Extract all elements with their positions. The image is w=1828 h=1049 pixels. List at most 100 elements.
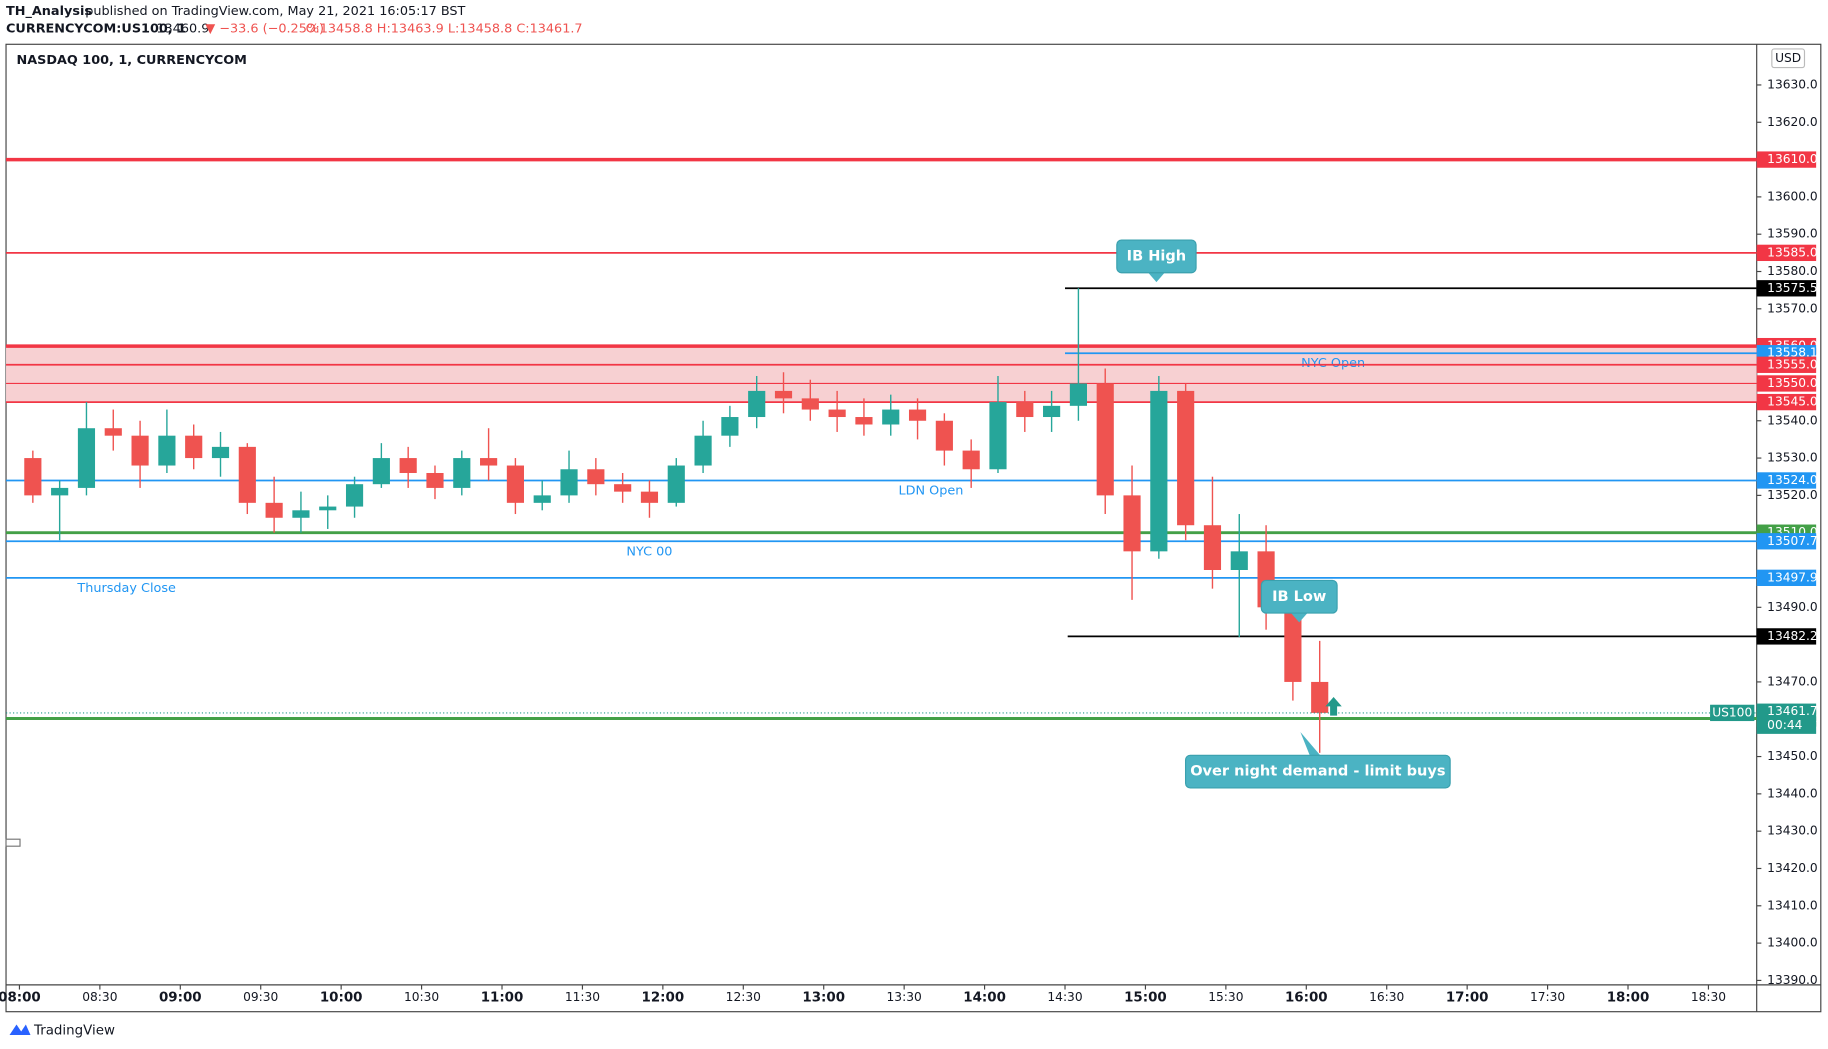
candle-body (614, 484, 632, 492)
candle-body (372, 458, 390, 485)
x-tick-label: 08:00 (0, 991, 41, 1006)
price-tag-label: 13550.0 (1767, 376, 1818, 390)
x-tick-label: 11:00 (481, 991, 524, 1006)
change: ▼ −33.6 (−0.25%) (205, 22, 324, 37)
plot: 13630.0 13620.0 13600.0 13590.0 13580.0 13570… (0, 77, 1818, 1005)
level-name: Thursday Close (76, 581, 176, 596)
candle-body (1043, 405, 1061, 418)
y-tick-label: 13390.0 (1767, 973, 1818, 987)
zone (6, 346, 1757, 403)
y-tick-label: 13630.0 (1767, 77, 1818, 91)
x-tick-label: 17:00 (1446, 991, 1489, 1006)
price-tag (1756, 244, 1817, 262)
y-tick-label: 13580.0 (1767, 264, 1818, 278)
y-tick-label: 13440.0 (1767, 786, 1818, 800)
price-tag-label: 13545.0 (1767, 395, 1818, 409)
price-tag (1756, 533, 1817, 550)
y-tick-label: 13520.0 (1767, 488, 1818, 502)
x-tick-label: 11:30 (565, 990, 600, 1004)
candle-body (426, 472, 444, 488)
x-tick-label: 12:00 (642, 991, 685, 1006)
candle-body (587, 469, 605, 485)
author: TH_Analysis (6, 4, 92, 19)
y-tick-label: 13450.0 (1767, 749, 1818, 763)
price-tag (1756, 151, 1817, 168)
price-tag-label: 13555.0 (1767, 357, 1818, 371)
candle-body (453, 458, 471, 488)
candle-body (185, 435, 203, 459)
candle-body (989, 402, 1007, 470)
callout-text: IB Low (1272, 588, 1326, 605)
callout-text: Over night demand - limit buys (1190, 763, 1445, 780)
candle-body (721, 417, 739, 436)
y-tick-label: 13620.0 (1767, 115, 1818, 129)
currency-box (1771, 48, 1806, 69)
x-tick-label: 16:30 (1369, 990, 1404, 1004)
candle-body (774, 390, 793, 399)
x-tick-label: 13:00 (802, 991, 845, 1006)
level-name: LDN Open (899, 483, 964, 498)
candle-body (104, 428, 122, 436)
price-tag-label: 13585.0 (1767, 245, 1818, 259)
candle-body (158, 435, 176, 466)
candle-body (882, 409, 900, 425)
published: published on TradingView.com, May 21, 20… (85, 4, 465, 19)
candle-body (319, 506, 337, 511)
level-name: NYC 00 (626, 544, 672, 559)
x-tick-label: 14:30 (1047, 990, 1082, 1004)
candle-body (962, 450, 980, 470)
candle-body (211, 446, 230, 459)
price-tag (1756, 628, 1817, 645)
callout-pointer (1291, 613, 1308, 623)
candle-body (24, 458, 42, 496)
callout (1184, 754, 1451, 789)
y-tick-label: 13420.0 (1767, 861, 1818, 875)
ohlc: O:13458.8 H:13463.9 L:13458.8 C:13461.7 (306, 22, 583, 37)
candle-body (667, 465, 685, 503)
callout (1260, 579, 1338, 614)
y-tick-label: 13430.0 (1767, 824, 1818, 838)
price-tag (1756, 472, 1817, 489)
callout (1116, 239, 1197, 274)
last-price-label: 13461.7 (1767, 704, 1818, 718)
instrument: NASDAQ 100, 1, CURRENCYCOM (17, 53, 247, 68)
candle-body (399, 458, 417, 473)
x-tick-label: 08:30 (82, 990, 117, 1004)
collapse-button[interactable] (5, 838, 21, 847)
price-tag-label: 13558.1 (1767, 346, 1818, 360)
brand-logo (9, 1024, 31, 1036)
candle-body (1016, 402, 1034, 418)
x-tick-label: 12:30 (726, 990, 761, 1004)
x-tick-label: 14:00 (963, 991, 1006, 1006)
candle-body (480, 458, 498, 466)
y-tick-label: 13490.0 (1767, 600, 1818, 614)
candle-body (908, 409, 927, 421)
x-tick-label: 09:30 (243, 990, 278, 1004)
x-tick-label: 10:30 (404, 990, 439, 1004)
y-tick-label: 13400.0 (1767, 936, 1818, 950)
price-tag-label: 13610.0 (1767, 152, 1818, 166)
candle-body (801, 398, 819, 410)
candle-body (694, 435, 712, 466)
candle-body (1177, 390, 1195, 526)
currency: USD (1775, 51, 1801, 65)
x-tick-label: 13:30 (887, 990, 922, 1004)
callout-pointer (1148, 272, 1165, 283)
last-price-tag (1756, 703, 1817, 734)
candle-body (238, 446, 256, 503)
frame (5, 43, 1822, 1013)
y-tick-label: 13570.0 (1767, 301, 1818, 315)
candle-body (560, 469, 578, 496)
candle-body (77, 428, 96, 488)
price-tag-label: 13497.9 (1767, 570, 1818, 584)
x-tick-label: 15:30 (1208, 990, 1243, 1004)
price-tag-label: 13524.0 (1767, 473, 1818, 487)
last-symbol: US100 (1712, 705, 1752, 719)
price-tag (1756, 569, 1817, 586)
candle-body (1284, 607, 1302, 682)
y-tick-label: 13530.0 (1767, 451, 1818, 465)
candle-body (1069, 383, 1087, 406)
x-tick-label: 15:00 (1124, 991, 1167, 1006)
